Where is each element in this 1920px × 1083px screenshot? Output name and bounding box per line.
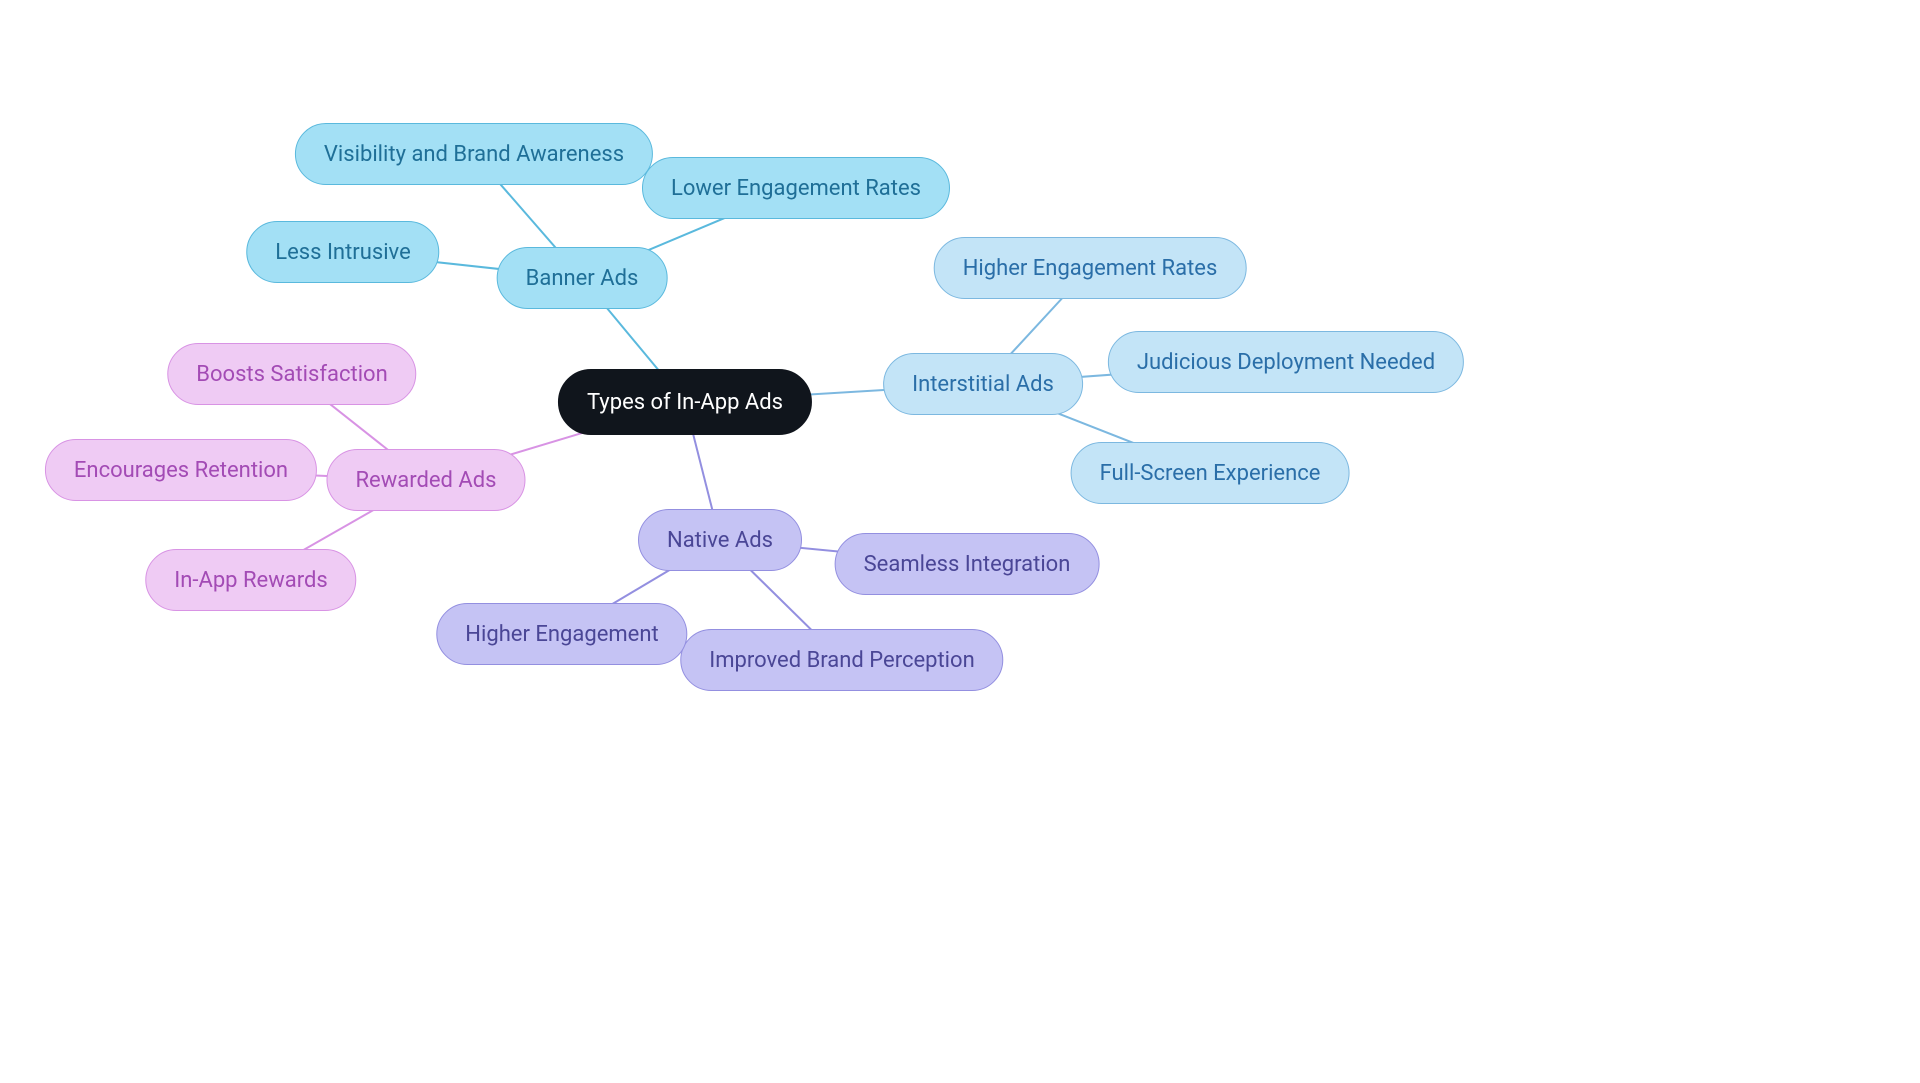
node-label: Interstitial Ads xyxy=(912,372,1054,397)
node-reward: Rewarded Ads xyxy=(326,449,525,511)
node-label: Boosts Satisfaction xyxy=(196,362,387,387)
node-label: Less Intrusive xyxy=(275,240,410,265)
node-n1: Seamless Integration xyxy=(835,533,1100,595)
node-r3: In-App Rewards xyxy=(145,549,356,611)
node-label: Higher Engagement xyxy=(465,622,658,647)
node-label: Seamless Integration xyxy=(864,552,1071,577)
node-b1: Visibility and Brand Awareness xyxy=(295,123,653,185)
node-label: Judicious Deployment Needed xyxy=(1137,350,1435,375)
mindmap-canvas: Types of In-App Ads Banner Ads Visibility … xyxy=(0,0,1920,1083)
node-native: Native Ads xyxy=(638,509,802,571)
node-label: Higher Engagement Rates xyxy=(963,256,1218,281)
node-i3: Full-Screen Experience xyxy=(1071,442,1350,504)
node-label: Native Ads xyxy=(667,528,773,553)
node-label: Types of In-App Ads xyxy=(587,390,783,415)
node-b2: Lower Engagement Rates xyxy=(642,157,950,219)
node-r2: Encourages Retention xyxy=(45,439,317,501)
node-r1: Boosts Satisfaction xyxy=(167,343,416,405)
node-label: Visibility and Brand Awareness xyxy=(324,142,624,167)
node-label: Improved Brand Perception xyxy=(709,648,974,673)
node-label: Lower Engagement Rates xyxy=(671,176,921,201)
node-inter: Interstitial Ads xyxy=(883,353,1083,415)
node-label: Banner Ads xyxy=(526,266,639,291)
node-b3: Less Intrusive xyxy=(246,221,439,283)
node-i1: Higher Engagement Rates xyxy=(934,237,1247,299)
node-n2: Improved Brand Perception xyxy=(680,629,1003,691)
node-label: Full-Screen Experience xyxy=(1100,461,1321,486)
node-banner: Banner Ads xyxy=(497,247,668,309)
node-n3: Higher Engagement xyxy=(436,603,687,665)
node-i2: Judicious Deployment Needed xyxy=(1108,331,1464,393)
node-center: Types of In-App Ads xyxy=(558,369,812,435)
node-label: In-App Rewards xyxy=(174,568,327,593)
node-label: Rewarded Ads xyxy=(355,468,496,493)
node-label: Encourages Retention xyxy=(74,458,288,483)
